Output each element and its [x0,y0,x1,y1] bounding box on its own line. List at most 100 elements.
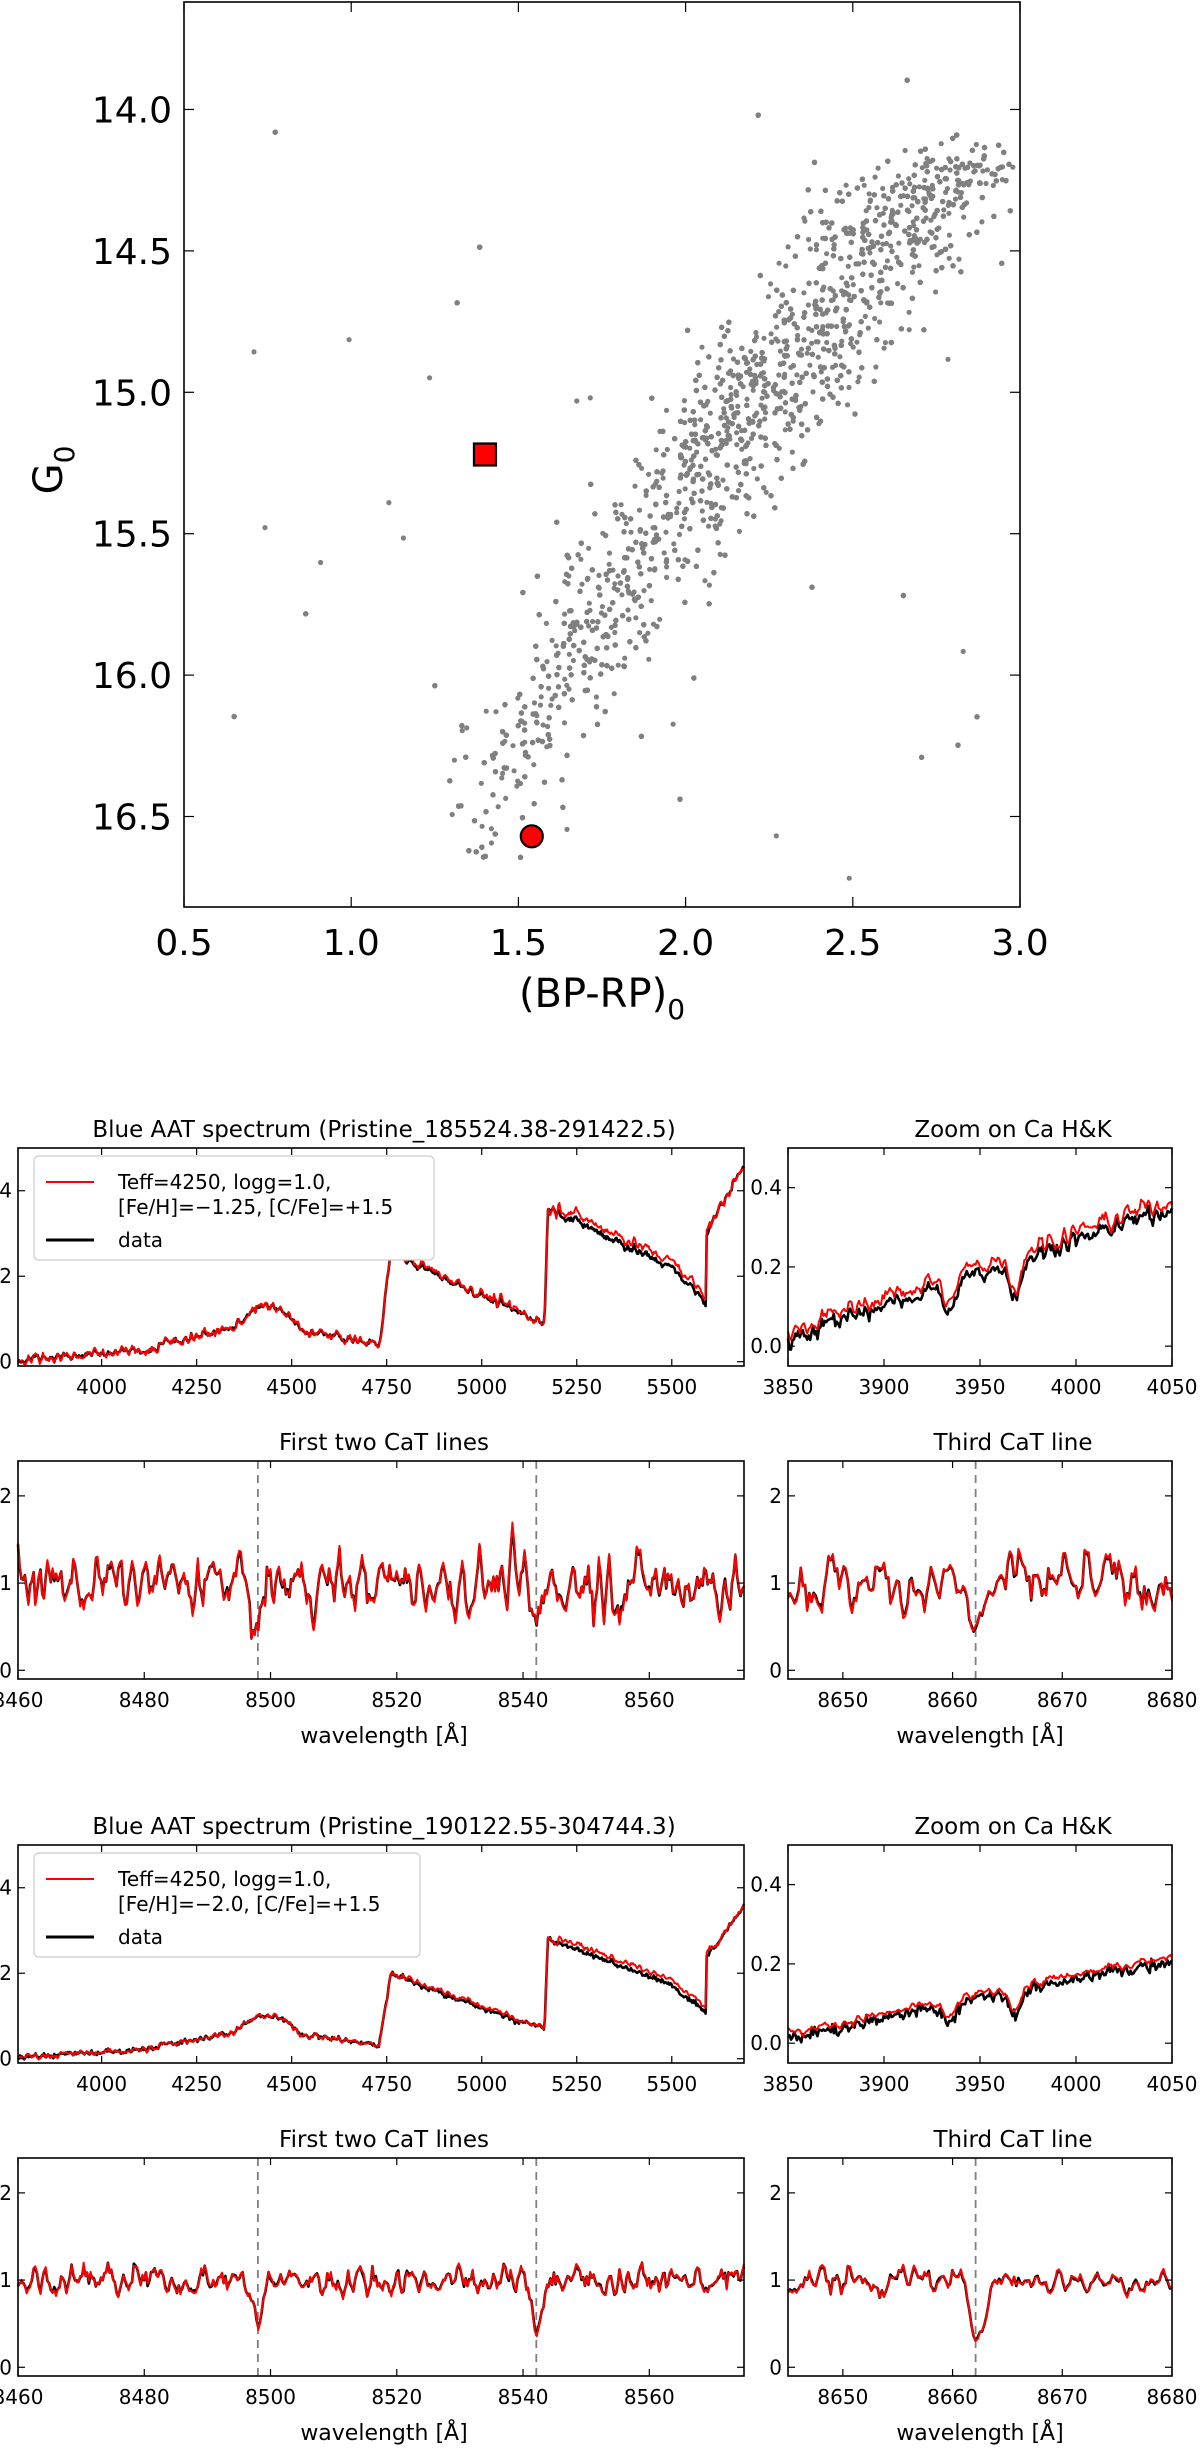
cmd-point [618,502,624,508]
cmd-point [586,600,592,606]
cmd-point [873,364,879,370]
cmd-point [790,418,796,424]
cmd-point [984,167,991,173]
cmd-point [606,550,613,556]
cmd-point [707,410,713,416]
cmd-point [916,263,922,269]
cmd-point [682,420,688,426]
cmd-point [699,344,705,350]
cmd-point [777,348,784,354]
cmd-point [750,387,756,393]
cmd-point [674,510,680,516]
cmd-point [805,302,812,308]
cmd-point [856,374,862,380]
cmd-point [449,811,455,818]
cmd-point [728,384,734,391]
cmd-point [759,395,765,401]
cmd-point [934,165,940,171]
cmd-point [612,629,618,636]
cmd-point [748,348,754,354]
cmd-point [646,471,652,477]
cmd-point [586,545,592,551]
cmd-point [980,168,986,174]
cmd-point [894,254,900,260]
cmd-point [515,695,521,701]
cmd-point [723,415,729,421]
cmd-point [633,615,639,621]
cmd-point [570,657,577,664]
cmd-point [493,709,499,715]
cmd-point [478,780,484,786]
cmd-point [911,264,917,270]
cmd-point [546,685,552,691]
cmd-point [872,315,878,322]
cmd-point [687,445,693,451]
cmd-point [553,643,559,649]
cmd-point [1010,164,1016,170]
cmd-point [514,783,520,789]
cmd-point [717,551,723,558]
cmd-point [933,289,939,295]
cmd-point [615,662,621,668]
cmd-point [549,637,555,644]
cmd-point [747,366,753,372]
cmd-point [346,337,352,343]
cmd-point [734,442,740,448]
cmd-point [400,535,406,541]
cmd-point [815,339,821,345]
cmd-point [809,327,815,333]
cmd-point [739,446,745,452]
cmd-point [754,476,760,482]
cmd-point [694,449,700,455]
cmd-point [776,309,782,315]
cmd-point [531,700,538,706]
cmd-point [881,345,887,351]
cmd-point [572,628,578,634]
cmd-point [782,427,788,433]
cmd-point [464,725,470,731]
cmd-point [829,364,836,370]
cmd-point [747,456,753,462]
cmd-point [946,232,953,238]
cmd-point [647,566,653,572]
cmd-point [499,775,505,781]
cmd-point [815,354,821,360]
cmd-point [956,256,962,262]
cmd-point [844,402,851,408]
cmd-point [872,174,878,180]
cmd-point [776,372,782,378]
cmd-point [688,457,695,463]
cmd-point [692,422,698,428]
cmd-point [867,198,873,204]
cmd-point [961,182,967,188]
cmd-point [674,505,680,511]
cmd-point [928,217,934,223]
cmd-point [753,329,759,336]
cmd-point [952,196,959,202]
cmd-point [676,500,682,506]
cmd-point [664,446,670,453]
cmd-point [866,204,872,211]
cmd-point [961,214,967,220]
cmd-point [854,339,860,345]
cmd-point [645,630,651,636]
cmd-point [967,160,973,166]
cmd-point [708,500,714,506]
cmd-point [795,332,801,339]
cmd-point [955,189,962,195]
cmd-point [744,396,750,402]
cmd-point [534,720,540,726]
cmd-point [483,708,489,714]
cmd-point [511,768,517,774]
cmd-point [251,349,257,355]
cmd-point [721,406,727,412]
cmd-point [807,362,813,368]
cmd-point [818,369,824,375]
cmd-point [643,492,649,498]
cmd-point [922,177,928,183]
cmd-scatter-points [231,77,1016,881]
cmd-point [824,251,830,257]
cmd-point [451,757,457,763]
cmd-point [807,246,813,252]
